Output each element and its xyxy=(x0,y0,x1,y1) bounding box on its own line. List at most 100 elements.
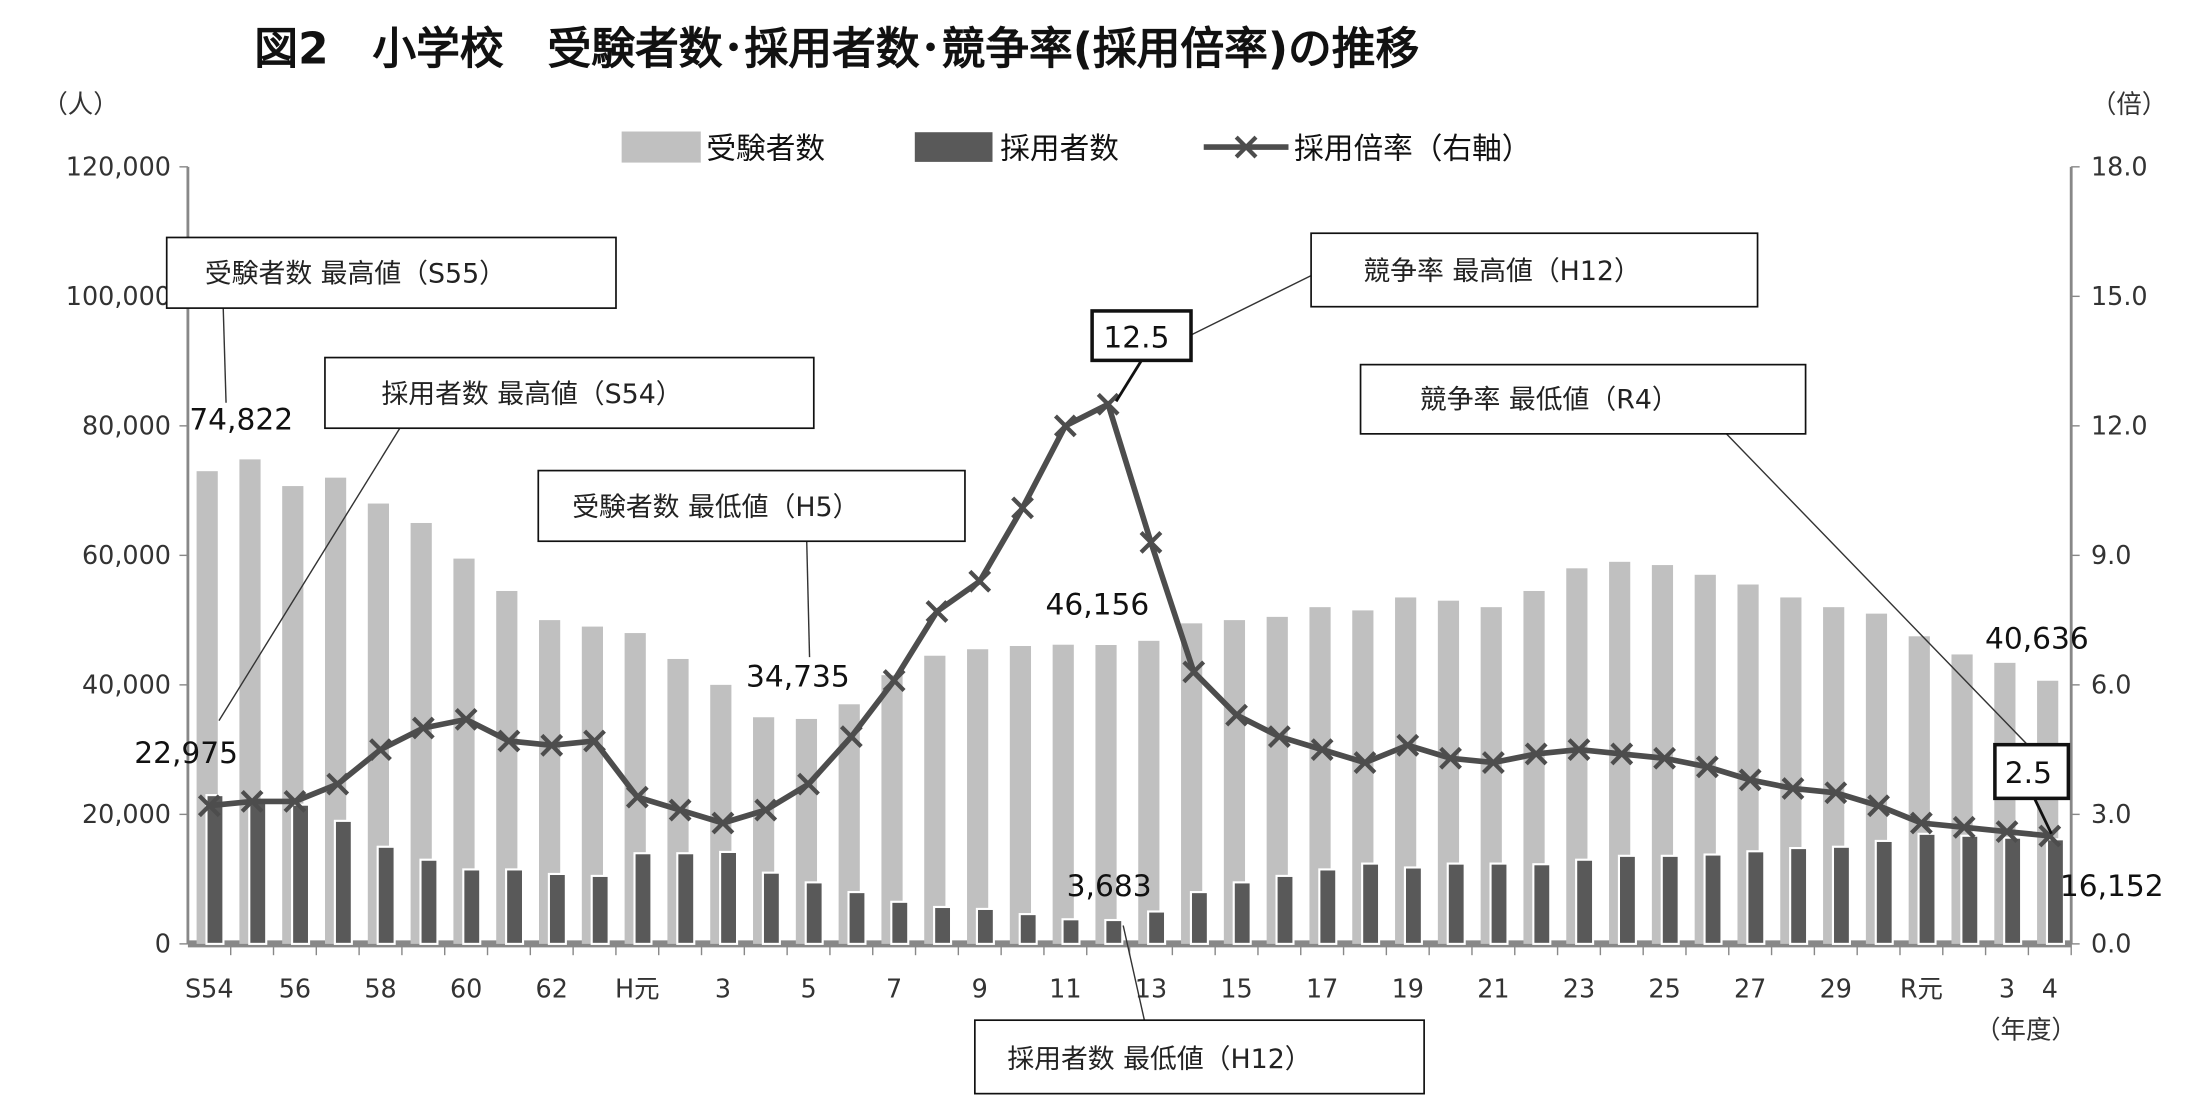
right-tick-label: 6.0 xyxy=(2091,669,2131,699)
x-tick-label: 27 xyxy=(1734,974,1766,1004)
bar-hires xyxy=(1874,839,1894,945)
x-axis-unit: （年度） xyxy=(1975,1015,2077,1045)
legend: 受験者数 採用者数 採用倍率（右軸） xyxy=(621,130,1531,165)
bar-hires xyxy=(1232,881,1252,945)
bar-hires xyxy=(1660,854,1680,945)
ratio-point xyxy=(1738,768,1762,792)
bar-hires xyxy=(2003,836,2023,945)
bar-hires xyxy=(1575,858,1595,945)
ratio-point xyxy=(1610,742,1634,766)
ratio-point xyxy=(1182,660,1206,684)
right-tick-label: 12.0 xyxy=(2091,410,2148,440)
bar-hires xyxy=(761,871,781,945)
x-tick-label: 58 xyxy=(364,974,396,1004)
ratio-point xyxy=(968,569,992,593)
data-label-applicants-r4: 40,636 xyxy=(1985,621,2089,656)
ratio-point xyxy=(1995,820,2019,844)
annotation-hires-min: 採用者数 最低値（H12） xyxy=(1007,1044,1311,1075)
ratio-point xyxy=(1396,733,1420,757)
ratio-point xyxy=(754,798,778,822)
ratio-point xyxy=(1139,531,1163,554)
bar-hires xyxy=(719,850,739,945)
ratio-point xyxy=(1481,751,1505,774)
ratio-point xyxy=(2038,824,2062,848)
bar-hires xyxy=(291,803,311,945)
bar-applicants xyxy=(539,620,561,944)
bar-hires xyxy=(1361,862,1381,945)
bar-applicants xyxy=(581,626,604,944)
x-tick-label: 60 xyxy=(450,974,482,1004)
ratio-point xyxy=(1096,392,1120,416)
ratio-point xyxy=(1053,414,1077,438)
bar-hires xyxy=(1831,845,1851,945)
ratio-point xyxy=(1011,496,1034,520)
ratio-point xyxy=(1225,703,1248,727)
left-tick-label: 100,000 xyxy=(66,281,171,311)
bar-hires xyxy=(205,794,225,945)
ratio-point xyxy=(240,790,264,813)
x-tick-label: 3 xyxy=(715,974,731,1004)
bar-applicants xyxy=(1566,568,1588,944)
x-tick-label: 5 xyxy=(800,974,816,1004)
bar-hires xyxy=(890,900,910,945)
bar-hires xyxy=(1617,854,1637,945)
bar-hires xyxy=(1403,866,1423,945)
bar-hires xyxy=(1489,862,1509,945)
bar-hires xyxy=(933,905,953,945)
data-label-hires-max: 22,975 xyxy=(134,735,238,770)
data-label-hires-r4: 16,152 xyxy=(2060,868,2164,903)
bar-applicants xyxy=(496,590,518,944)
bars xyxy=(196,459,2065,945)
x-tick-label: H元 xyxy=(615,974,660,1004)
annotation-applicants-min: 受験者数 最低値（H5） xyxy=(572,492,859,523)
ratio-point xyxy=(197,794,221,818)
bar-applicants xyxy=(410,522,432,944)
bar-applicants xyxy=(838,704,860,944)
bar-applicants xyxy=(1266,616,1288,944)
legend-swatch-applicants xyxy=(621,131,701,163)
ratio-point xyxy=(1567,738,1591,762)
x-tick-label: 7 xyxy=(886,974,902,1004)
x-tick-label: 11 xyxy=(1049,974,1081,1004)
x-tick-label: 15 xyxy=(1220,974,1252,1004)
ratio-point xyxy=(454,708,478,731)
x-tick-label: 25 xyxy=(1648,974,1680,1004)
chart-title: 図2 小学校 受験者数･採用者数･競争率(採用倍率)の推移 xyxy=(254,24,1419,75)
left-tick-label: 60,000 xyxy=(82,540,171,570)
x-tick-label: 9 xyxy=(972,974,988,1004)
bar-hires xyxy=(1532,863,1552,945)
ratio-point xyxy=(1695,755,1719,779)
bar-hires xyxy=(419,858,439,945)
bar-applicants xyxy=(1437,600,1460,944)
ratio-point xyxy=(668,798,692,822)
bar-hires xyxy=(1789,846,1809,945)
ratio-point xyxy=(925,600,949,623)
bar-hires xyxy=(847,891,867,945)
ratio-point xyxy=(1524,742,1548,766)
left-tick-label: 80,000 xyxy=(82,410,171,440)
bar-hires xyxy=(1703,853,1723,945)
x-tick-label: 21 xyxy=(1477,974,1509,1004)
ratio-point xyxy=(1910,811,1933,835)
bar-hires xyxy=(1446,862,1466,945)
bar-applicants xyxy=(924,655,946,944)
bar-hires xyxy=(248,800,268,945)
data-label-applicants-min: 34,735 xyxy=(746,659,850,694)
left-tick-label: 0 xyxy=(155,928,171,958)
bar-hires xyxy=(333,819,353,945)
bar-hires xyxy=(1275,874,1295,945)
bar-applicants xyxy=(1309,607,1331,944)
left-tick-label: 20,000 xyxy=(82,799,171,829)
ratio-point xyxy=(583,729,606,753)
bar-applicants xyxy=(1009,646,1032,944)
ratio-point xyxy=(283,790,307,813)
ratio-point xyxy=(882,669,906,692)
ratio-point xyxy=(797,772,820,796)
annotation-ratio-min: 競争率 最低値（R4） xyxy=(1420,384,1679,415)
data-label-hires-min: 3,683 xyxy=(1067,868,1152,903)
bar-hires xyxy=(1318,868,1338,945)
bar-hires xyxy=(1147,910,1167,945)
bar-hires xyxy=(975,907,995,945)
bar-hires xyxy=(462,868,482,945)
bar-hires xyxy=(1917,832,1937,945)
